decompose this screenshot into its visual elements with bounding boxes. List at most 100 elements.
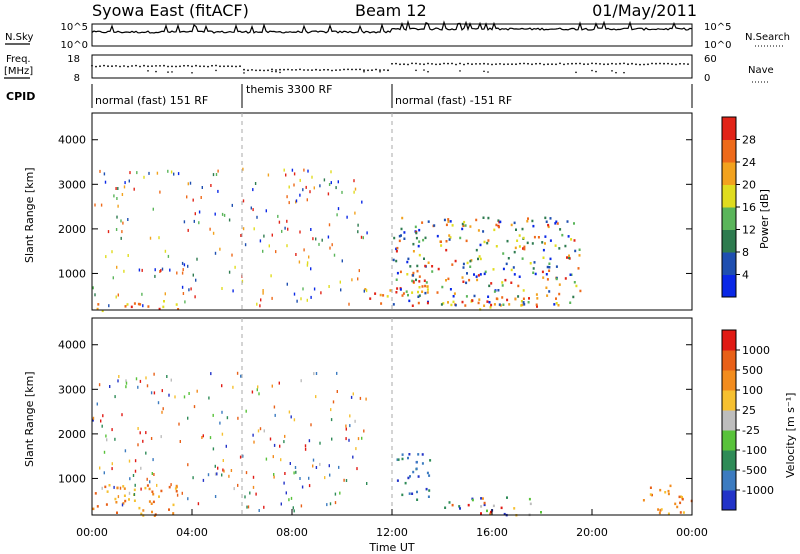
echo-cell	[510, 281, 513, 284]
echo-speckle	[323, 178, 326, 182]
freq-point	[355, 68, 357, 71]
echo-speckle	[354, 419, 356, 423]
echo-cell	[461, 300, 464, 304]
echo-speckle	[149, 236, 152, 240]
echo-cell	[682, 511, 685, 514]
nave-point	[423, 69, 425, 71]
echo-cell	[147, 305, 150, 308]
colorbar-swatch	[722, 117, 736, 140]
freq-point	[111, 65, 113, 68]
echo-speckle	[133, 493, 136, 496]
echo-speckle	[345, 479, 348, 482]
freq-point	[263, 69, 265, 72]
freq-point	[439, 63, 441, 66]
colorbar-swatch	[722, 229, 736, 253]
echo-speckle	[357, 277, 359, 281]
echo-cell	[521, 303, 524, 307]
echo-cell	[148, 500, 151, 503]
nave-tick-bottom: 0	[704, 73, 710, 84]
echo-speckle	[159, 190, 161, 194]
echo-speckle	[295, 200, 297, 204]
echo-cell	[659, 509, 662, 512]
echo-speckle	[174, 395, 176, 399]
colorbar-swatch	[722, 410, 736, 431]
echo-speckle	[231, 253, 233, 257]
echo-cell	[124, 305, 127, 308]
echo-cell	[495, 245, 498, 248]
echo-cell	[163, 300, 165, 303]
echo-speckle	[104, 180, 107, 184]
echo-cell	[486, 300, 489, 303]
echo-cell	[486, 509, 488, 513]
echo-cell	[681, 498, 684, 501]
echo-speckle	[188, 392, 190, 395]
echo-speckle	[353, 179, 355, 183]
freq-point	[167, 65, 169, 68]
freq-point	[303, 69, 305, 71]
echo-speckle	[259, 427, 262, 431]
echo-cell	[92, 507, 95, 511]
echo-cell	[128, 498, 130, 501]
echo-speckle	[99, 466, 101, 470]
freq-point	[635, 63, 637, 66]
echo-speckle	[222, 459, 224, 462]
echo-cell	[679, 511, 682, 514]
freq-point	[203, 65, 205, 68]
echo-cell	[510, 223, 513, 227]
freq-point	[487, 63, 489, 65]
echo-cell	[548, 269, 551, 272]
echo-speckle	[289, 462, 291, 465]
echo-speckle	[136, 171, 138, 175]
echo-speckle	[146, 477, 148, 481]
echo-speckle	[293, 172, 296, 176]
echo-speckle	[273, 443, 276, 447]
freq-point	[539, 62, 541, 65]
echo-cell	[542, 276, 545, 279]
echo-cell	[422, 238, 425, 242]
freq-point	[383, 69, 385, 71]
echo-speckle	[96, 402, 98, 406]
echo-speckle	[265, 209, 267, 213]
echo-cell	[479, 308, 482, 311]
echo-speckle	[283, 168, 285, 172]
echo-speckle	[365, 397, 367, 401]
freq-tick-top: 18	[67, 54, 80, 65]
echo-cell	[555, 297, 557, 300]
echo-speckle	[280, 458, 282, 462]
echo-speckle	[201, 436, 203, 439]
echo-cell	[548, 262, 551, 265]
echo-cell	[479, 243, 482, 247]
echo-cell	[536, 297, 539, 300]
echo-cell	[528, 497, 531, 501]
echo-speckle	[125, 379, 127, 383]
echo-cell	[433, 224, 436, 227]
echo-cell	[522, 247, 524, 250]
echo-cell	[483, 503, 486, 507]
echo-cell	[392, 303, 395, 306]
echo-speckle	[198, 210, 201, 214]
echo-cell	[392, 258, 395, 262]
echo-speckle	[357, 223, 359, 227]
echo-speckle	[288, 410, 291, 414]
echo-speckle	[137, 427, 139, 430]
echo-speckle	[121, 413, 123, 417]
nsearch-tick-bottom: 10^0	[704, 40, 731, 51]
echo-speckle	[286, 219, 288, 223]
echo-speckle	[161, 410, 163, 414]
echo-speckle	[295, 470, 297, 474]
echo-cell	[532, 271, 535, 274]
echo-cell	[535, 303, 538, 306]
echo-cell	[462, 266, 465, 269]
echo-cell	[418, 275, 421, 278]
echo-speckle	[361, 200, 363, 204]
echo-speckle	[137, 443, 139, 447]
echo-cell	[396, 287, 399, 290]
echo-speckle	[223, 213, 226, 217]
echo-speckle	[318, 242, 320, 246]
echo-speckle	[278, 220, 281, 224]
echo-cell	[558, 283, 561, 286]
echo-cell	[417, 453, 420, 456]
echo-cell	[437, 267, 440, 271]
echo-cell	[428, 474, 431, 477]
echo-speckle	[299, 230, 301, 234]
